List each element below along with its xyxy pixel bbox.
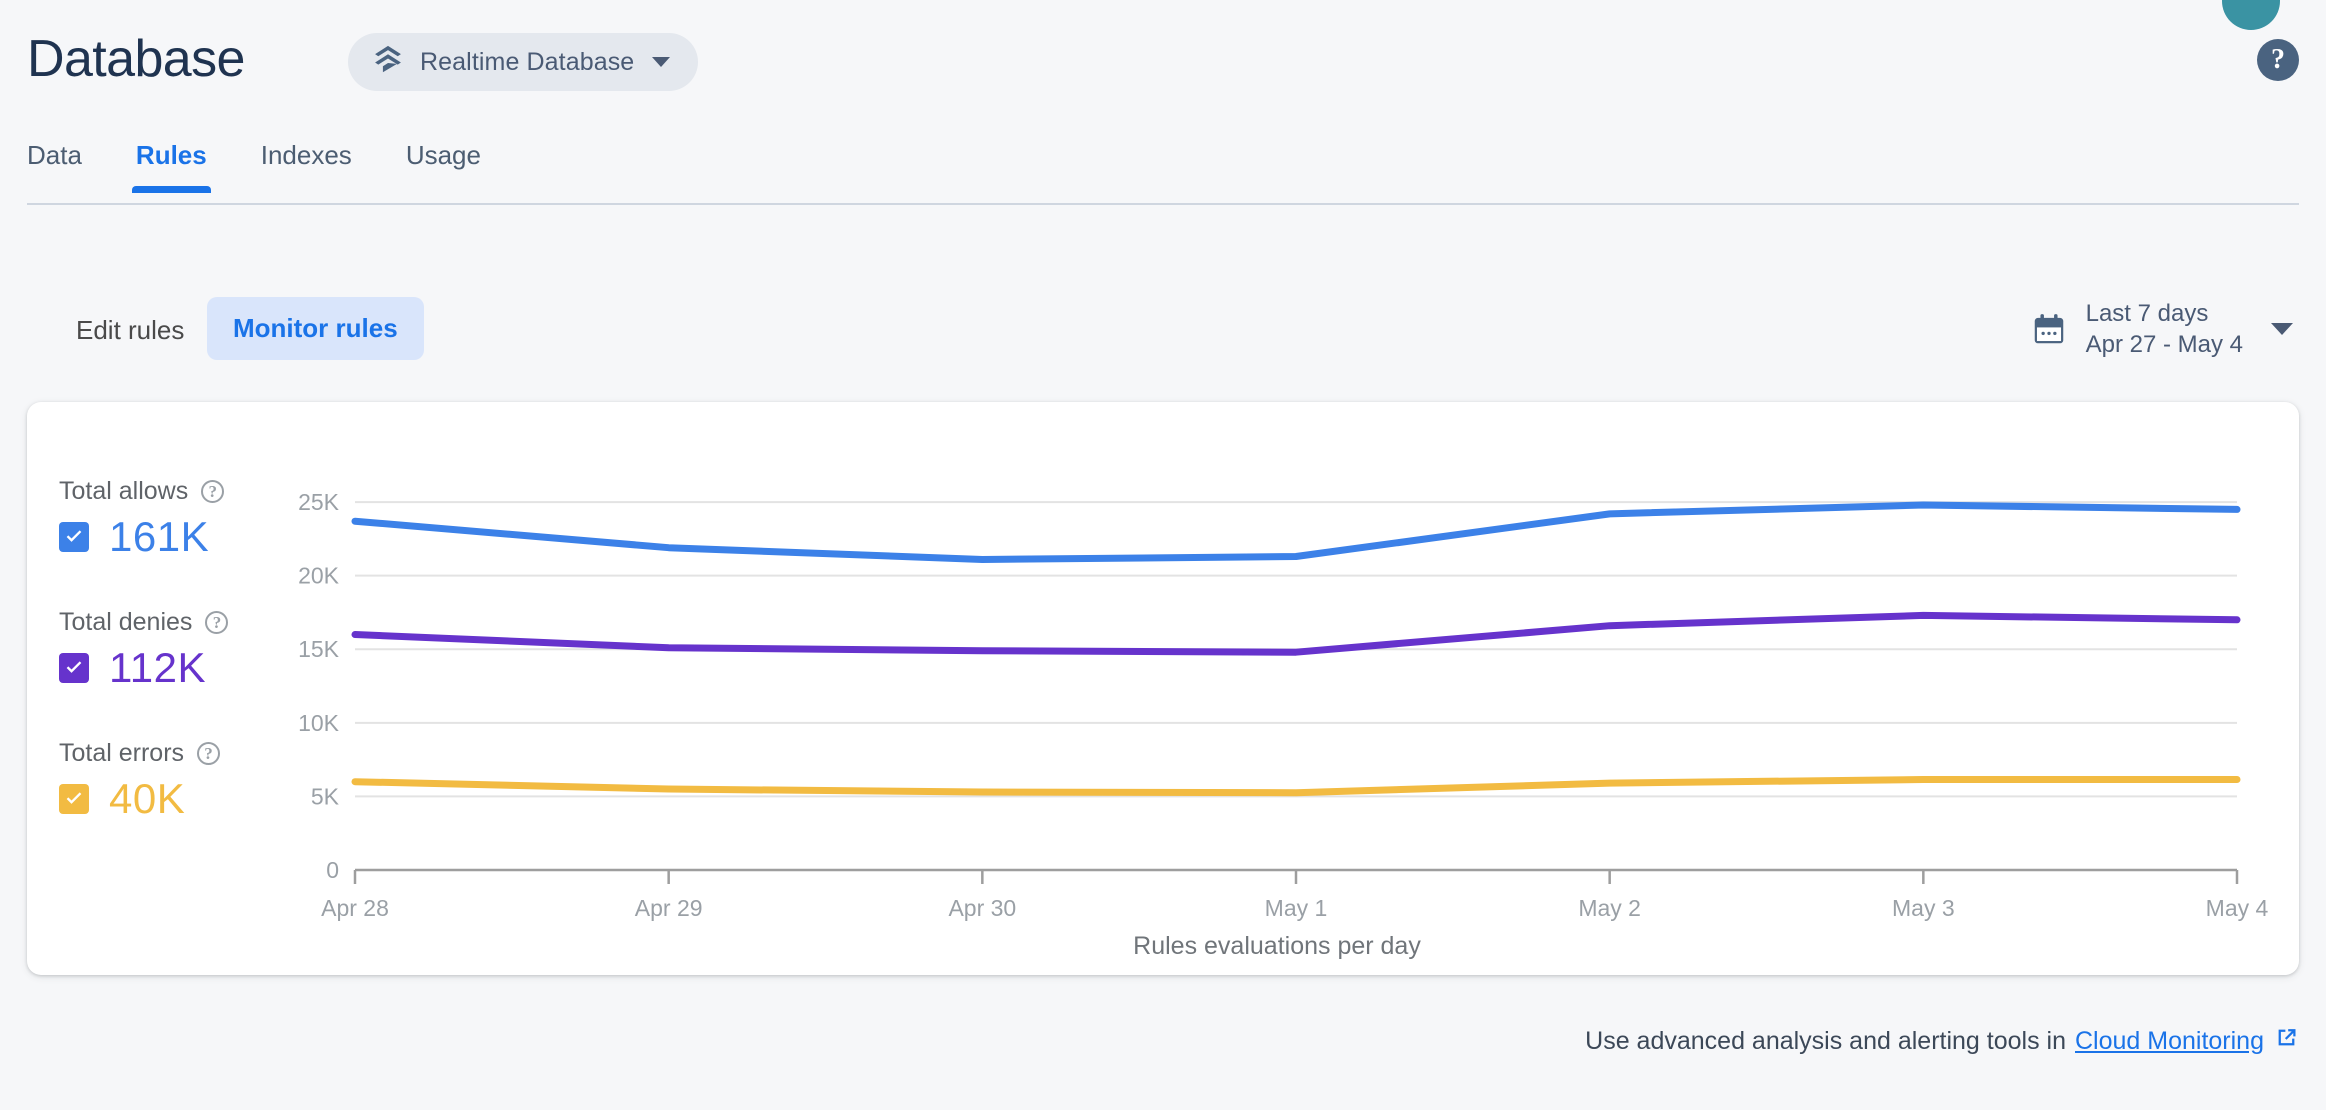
help-icon[interactable]: ? bbox=[2257, 39, 2299, 81]
legend-value-total-allows: 161K bbox=[109, 513, 210, 560]
monitor-rules-button[interactable]: Monitor rules bbox=[207, 297, 424, 360]
x-tick-label: Apr 28 bbox=[321, 895, 389, 921]
tab-data[interactable]: Data bbox=[27, 140, 82, 170]
legend-value-row: 161K bbox=[59, 514, 309, 560]
help-circle-icon[interactable]: ? bbox=[197, 742, 221, 765]
x-tick-label: May 3 bbox=[1892, 895, 1955, 921]
legend-value-total-denies: 112K bbox=[109, 644, 206, 691]
external-link-icon[interactable] bbox=[2273, 1024, 2300, 1058]
date-range-dates: Apr 27 - May 4 bbox=[2085, 331, 2243, 358]
chart-x-axis bbox=[353, 868, 2239, 884]
legend-value-row: 112K bbox=[59, 645, 309, 691]
legend-head: Total errors ? bbox=[59, 739, 309, 768]
y-tick-label: 10K bbox=[298, 710, 340, 736]
legend-value-total-errors: 40K bbox=[109, 775, 186, 822]
rules-subtoolbar: Edit rules Monitor rules Last 7 days Apr… bbox=[0, 288, 2326, 378]
series-line bbox=[351, 501, 2241, 563]
y-tick-label: 5K bbox=[311, 783, 340, 809]
series-line bbox=[351, 775, 2241, 797]
legend-label-total-errors: Total errors bbox=[59, 739, 185, 767]
chart-x-caption: Rules evaluations per day bbox=[1133, 932, 1421, 960]
chart-series-lines bbox=[351, 501, 2241, 797]
database-type-label: Realtime Database bbox=[420, 47, 635, 76]
y-tick-label: 25K bbox=[298, 489, 340, 515]
tab-indexes[interactable]: Indexes bbox=[260, 140, 352, 170]
edit-rules-button[interactable]: Edit rules bbox=[76, 315, 185, 345]
legend-head: Total denies ? bbox=[59, 608, 309, 637]
database-type-chip[interactable]: Realtime Database bbox=[348, 33, 699, 91]
help-circle-icon[interactable]: ? bbox=[205, 611, 229, 634]
legend-item-total-errors: Total errors ? 40K bbox=[59, 739, 309, 822]
help-circle-icon[interactable]: ? bbox=[201, 480, 225, 503]
chevron-down-icon bbox=[652, 57, 671, 67]
legend-head: Total allows ? bbox=[59, 477, 309, 506]
tab-bar: Data Rules Indexes Usage bbox=[27, 140, 508, 193]
realtime-database-icon bbox=[370, 42, 406, 83]
cloud-monitoring-link[interactable]: Cloud Monitoring bbox=[2075, 1026, 2264, 1055]
page-header: Database Realtime Database ? bbox=[0, 0, 2326, 196]
legend-label-total-allows: Total allows bbox=[59, 477, 189, 505]
legend-value-row: 40K bbox=[59, 776, 309, 822]
footer-text: Use advanced analysis and alerting tools… bbox=[1585, 1026, 2066, 1055]
series-line bbox=[351, 611, 2241, 656]
tab-usage[interactable]: Usage bbox=[405, 140, 481, 170]
x-tick-label: May 4 bbox=[2206, 895, 2269, 921]
chart-svg: 0 5K 10K 15K 20K 25K Apr 28 Apr 29 Apr 30 May 1 M… bbox=[298, 489, 2268, 960]
legend-item-total-allows: Total allows ? 161K bbox=[59, 477, 309, 560]
checkbox-total-allows[interactable] bbox=[59, 522, 89, 552]
checkbox-total-errors[interactable] bbox=[59, 784, 89, 814]
tab-rules[interactable]: Rules bbox=[109, 140, 234, 193]
tab-divider bbox=[27, 203, 2299, 205]
calendar-icon bbox=[2030, 310, 2068, 348]
chart-gridlines bbox=[355, 501, 2237, 798]
date-range-preset: Last 7 days bbox=[2085, 300, 2209, 327]
x-tick-label: Apr 29 bbox=[635, 895, 703, 921]
cloud-monitoring-note: Use advanced analysis and alerting tools… bbox=[1585, 1024, 2300, 1058]
date-range-label: Last 7 days Apr 27 - May 4 bbox=[2086, 298, 2243, 360]
y-tick-label: 0 bbox=[326, 857, 339, 883]
chevron-down-icon bbox=[2271, 323, 2293, 335]
checkbox-total-denies[interactable] bbox=[59, 653, 89, 683]
page-title: Database bbox=[27, 30, 245, 88]
x-tick-label: May 2 bbox=[1578, 895, 1641, 921]
x-tick-label: Apr 30 bbox=[948, 895, 1016, 921]
chart-legend: Total allows ? 161K Total denies ? 112K bbox=[59, 477, 309, 822]
legend-item-total-denies: Total denies ? 112K bbox=[59, 608, 309, 691]
rules-evaluations-chart: 0 5K 10K 15K 20K 25K Apr 28 Apr 29 Apr 30 May 1 M… bbox=[277, 462, 2277, 962]
x-tick-label: May 1 bbox=[1265, 895, 1328, 921]
date-range-picker[interactable]: Last 7 days Apr 27 - May 4 bbox=[2022, 290, 2301, 368]
legend-label-total-denies: Total denies bbox=[59, 608, 193, 636]
chart-x-axis-labels: Apr 28 Apr 29 Apr 30 May 1 May 2 May 3 May 4 bbox=[321, 895, 2268, 921]
y-tick-label: 15K bbox=[298, 636, 340, 662]
y-tick-label: 20K bbox=[298, 563, 340, 589]
rules-monitor-card: Total allows ? 161K Total denies ? 112K bbox=[27, 402, 2299, 975]
chart-y-axis-labels: 0 5K 10K 15K 20K 25K bbox=[298, 489, 340, 883]
